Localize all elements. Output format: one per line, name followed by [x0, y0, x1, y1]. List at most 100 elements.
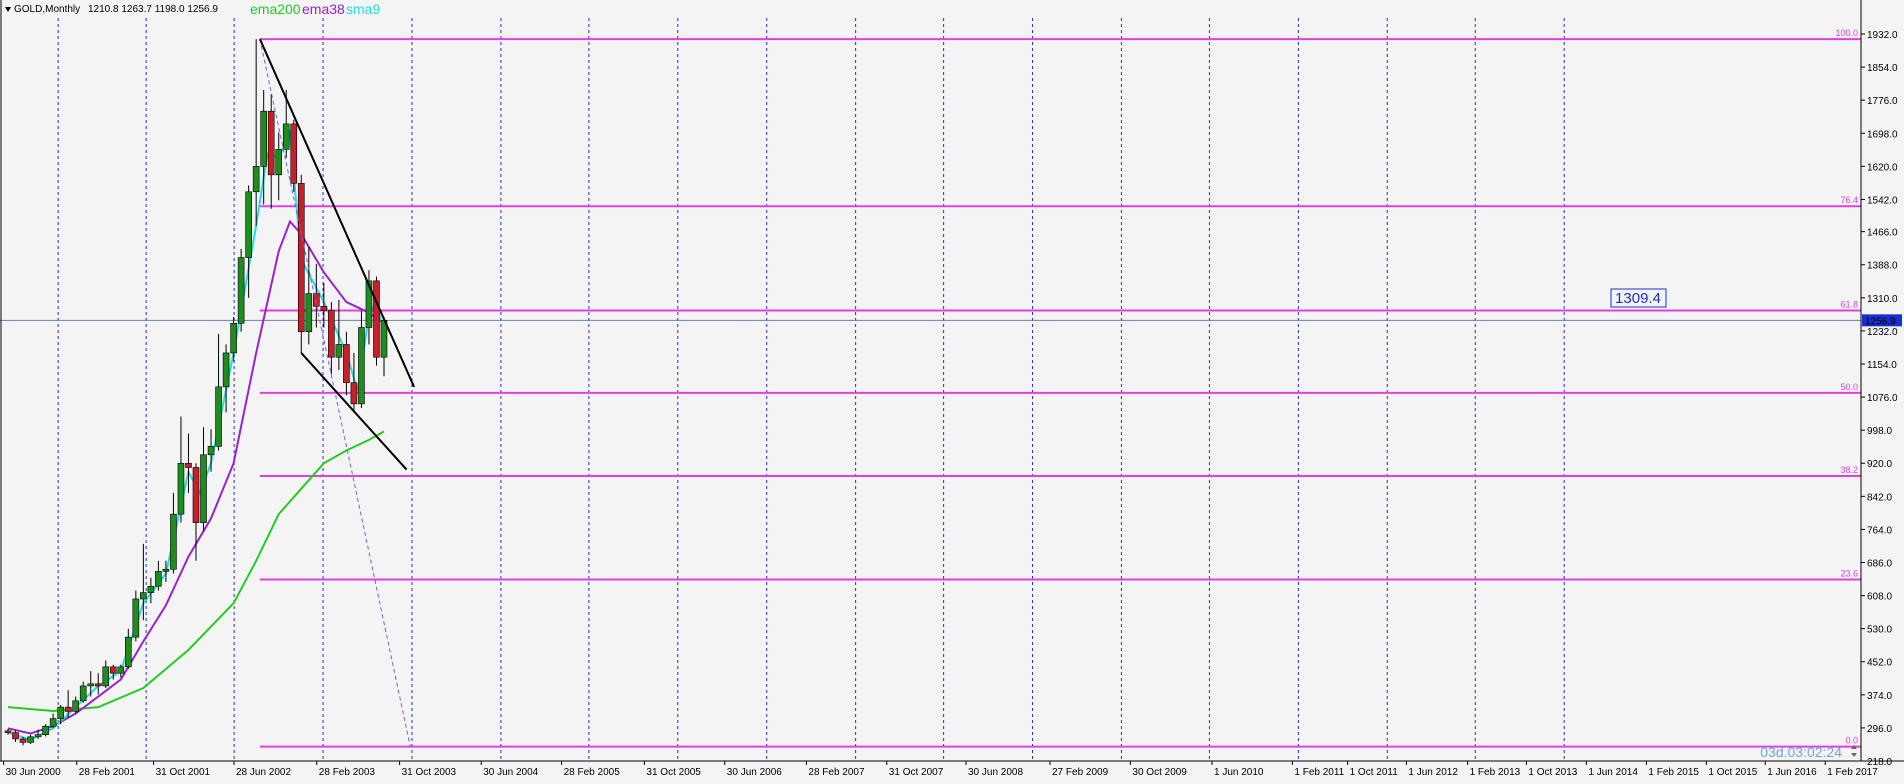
candle-body	[177, 462, 185, 515]
x-tick-label: 1 Oct 2013	[1528, 767, 1577, 778]
grid-layer	[57, 18, 1565, 761]
y-tick-label: 920.0	[1867, 459, 1892, 470]
x-tick-label: 1 Jun 2014	[1588, 767, 1638, 778]
y-tick-label: 608.0	[1867, 592, 1892, 603]
fib-level-label: 61.8	[1840, 300, 1858, 310]
x-tick-label: 31 Oct 2007	[889, 767, 944, 778]
candle-body	[282, 123, 290, 150]
candle-body	[42, 725, 49, 736]
x-tick-label: 1 Feb 2017	[1827, 767, 1878, 778]
candle-body	[19, 738, 27, 743]
legend-ema38: ema38	[302, 1, 345, 17]
x-tick-label: 31 Oct 2003	[402, 767, 457, 778]
candle-body	[155, 571, 162, 587]
trendline	[300, 352, 408, 471]
x-tick-label: 30 Jun 2000	[6, 767, 61, 778]
candle-body	[350, 382, 358, 405]
candle-body	[343, 344, 350, 383]
y-tick-label: 1542.0	[1867, 195, 1898, 206]
fib-level-label: 76.4	[1840, 195, 1858, 205]
y-tick-label: 1310.0	[1867, 294, 1898, 305]
chart-menu-icon[interactable]	[5, 7, 11, 12]
y-tick-label: 1076.0	[1867, 393, 1898, 404]
y-tick-label: 374.0	[1867, 691, 1892, 702]
y-tick-label: 686.0	[1867, 558, 1892, 569]
candle-body	[57, 706, 64, 719]
x-tick-label: 1 Jun 2012	[1408, 767, 1458, 778]
price-callout-box	[1610, 288, 1667, 308]
y-tick-label: 1698.0	[1867, 129, 1898, 140]
candle-body	[215, 386, 222, 447]
price-callout: 1309.4	[1615, 290, 1661, 307]
candle-body	[64, 706, 72, 712]
candle-body	[222, 352, 230, 388]
y-tick-label: 842.0	[1867, 492, 1892, 503]
ema200-line	[7, 430, 385, 712]
candle-body	[117, 666, 125, 674]
candle-body	[109, 666, 117, 674]
fib-diagonal-line	[259, 38, 411, 747]
candle-body	[12, 732, 19, 740]
current-price-tag-bg	[1862, 314, 1902, 327]
candle-body	[200, 454, 207, 523]
bar-timer: 03d.03:02:24	[1760, 744, 1842, 760]
x-tick-label: 27 Feb 2009	[1052, 767, 1109, 778]
candle-body	[27, 736, 34, 743]
legend-sma9: sma9	[346, 1, 380, 17]
fib-level-label: 100.0	[1835, 28, 1858, 38]
ohlc-readout: 1210.8 1263.7 1198.0 1256.9	[88, 4, 218, 15]
candle-body	[365, 280, 373, 328]
candle-body	[320, 306, 328, 311]
candle-body	[132, 598, 140, 638]
candle-body	[192, 467, 200, 523]
x-tick-label: 28 Feb 2003	[319, 767, 376, 778]
candle-body	[230, 322, 237, 354]
fibonacci-layer: 100.0 76.4 61.8 50.0 38.2 23.6 0.0	[0, 28, 1861, 748]
candle-body	[87, 683, 95, 687]
candle-body	[358, 327, 365, 405]
candle-body	[79, 685, 87, 702]
x-tick-label: 28 Feb 2007	[808, 767, 865, 778]
candle-body	[102, 666, 110, 687]
y-tick-label: 1932.0	[1867, 30, 1898, 41]
candle-body	[290, 123, 298, 184]
fib-level-label: 50.0	[1840, 382, 1858, 392]
candle-body	[275, 149, 283, 176]
trendline	[259, 38, 415, 388]
candle-body	[49, 718, 57, 727]
x-tick-label: 1 Oct 2015	[1708, 767, 1757, 778]
candles-layer	[4, 39, 388, 746]
y-tick-label: 1388.0	[1867, 261, 1898, 272]
x-tick-label: 28 Feb 2005	[564, 767, 621, 778]
y-tick-label: 452.0	[1867, 658, 1892, 669]
candle-body	[207, 445, 215, 456]
candle-body	[170, 513, 177, 570]
candle-body	[34, 734, 42, 738]
y-tick-label: 218.0	[1867, 757, 1892, 768]
scroll-arrows-icon[interactable]	[1851, 745, 1857, 757]
candle-body	[4, 730, 12, 733]
candle-body	[245, 191, 252, 258]
x-tick-label: 30 Jun 2006	[727, 767, 782, 778]
overlay-layer: 1309.4 03d.03:02:24	[1610, 288, 1857, 760]
x-tick-label: 31 Oct 2001	[156, 767, 211, 778]
fib-level-label: 23.6	[1840, 568, 1858, 578]
fib-level-label: 38.2	[1840, 465, 1858, 475]
legend-ema200: ema200	[250, 1, 301, 17]
y-tick-label: 998.0	[1867, 426, 1892, 437]
y-tick-label: 764.0	[1867, 525, 1892, 536]
candle-body	[94, 683, 102, 687]
trendline-layer	[259, 38, 415, 747]
y-tick-label: 1154.0	[1867, 360, 1897, 371]
candle-body	[252, 166, 260, 193]
x-tick-label: 30 Jun 2004	[483, 767, 538, 778]
fib-level-label: 0.0	[1845, 736, 1858, 746]
y-tick-label: 296.0	[1867, 724, 1892, 735]
candle-body	[237, 257, 245, 324]
candle-body	[373, 280, 380, 358]
x-tick-label: 30 Oct 2009	[1132, 767, 1187, 778]
y-tick-label: 530.0	[1867, 625, 1892, 636]
chart-title: GOLD,Monthly	[14, 4, 80, 15]
